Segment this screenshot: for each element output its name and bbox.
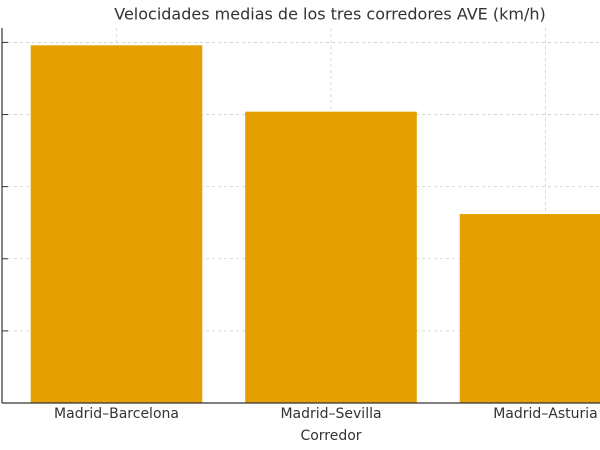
x-tick-label: Madrid–Barcelona <box>54 406 179 422</box>
bar <box>30 45 203 404</box>
bar <box>459 214 600 403</box>
x-tick-label: Madrid–Sevilla <box>280 406 381 422</box>
x-tick-label: Madrid–Asturia <box>493 406 598 422</box>
chart-title: Velocidades medias de los tres corredore… <box>114 5 546 24</box>
x-axis-label: Corredor <box>300 428 361 444</box>
bar <box>245 111 417 404</box>
